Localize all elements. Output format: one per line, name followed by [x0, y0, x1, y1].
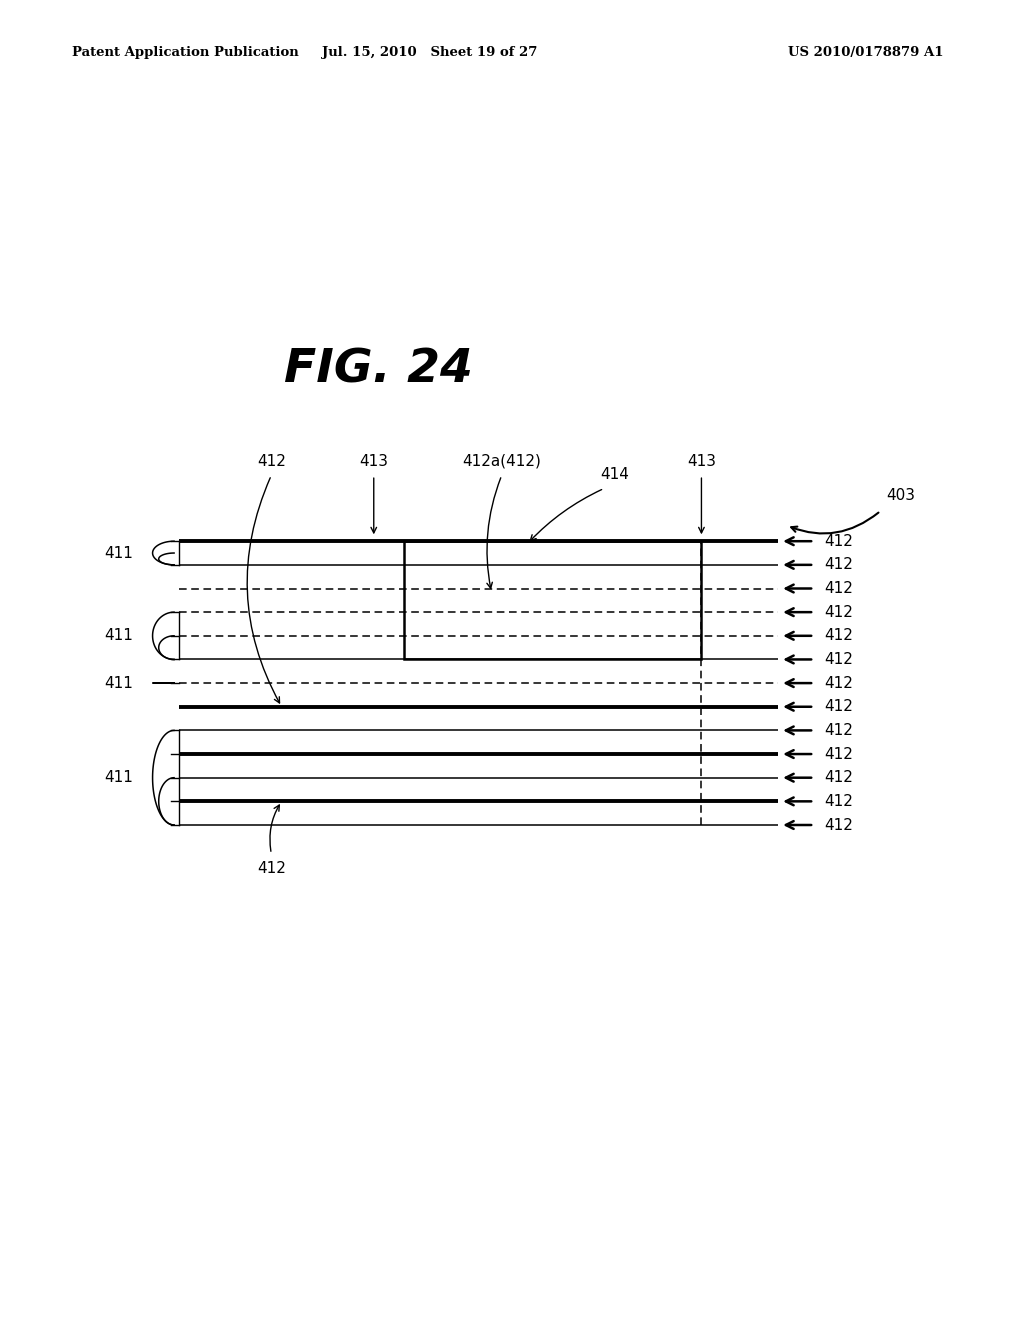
- Text: 412: 412: [824, 557, 853, 573]
- Text: 411: 411: [104, 770, 133, 785]
- Text: 414: 414: [600, 467, 629, 482]
- Text: 412: 412: [824, 533, 853, 549]
- Text: 413: 413: [359, 454, 388, 469]
- Text: 411: 411: [104, 676, 133, 690]
- Text: 413: 413: [687, 454, 716, 469]
- Text: 411: 411: [104, 545, 133, 561]
- Bar: [404, 541, 701, 660]
- Text: 412: 412: [824, 723, 853, 738]
- Text: 412: 412: [824, 628, 853, 643]
- Text: 403: 403: [886, 487, 914, 503]
- Text: 412: 412: [824, 581, 853, 597]
- Text: Patent Application Publication: Patent Application Publication: [72, 46, 298, 59]
- Text: 412: 412: [824, 700, 853, 714]
- Text: 412: 412: [257, 861, 286, 875]
- Text: 412: 412: [824, 747, 853, 762]
- Text: 412: 412: [824, 652, 853, 667]
- Text: FIG. 24: FIG. 24: [285, 347, 473, 392]
- Text: 412: 412: [824, 817, 853, 833]
- Text: 412a(412): 412a(412): [462, 454, 542, 469]
- Text: US 2010/0178879 A1: US 2010/0178879 A1: [788, 46, 944, 59]
- Text: 412: 412: [824, 770, 853, 785]
- Text: Jul. 15, 2010   Sheet 19 of 27: Jul. 15, 2010 Sheet 19 of 27: [323, 46, 538, 59]
- Text: 412: 412: [824, 793, 853, 809]
- Text: 412: 412: [824, 676, 853, 690]
- Text: 412: 412: [257, 454, 286, 469]
- Text: 412: 412: [824, 605, 853, 619]
- Text: 411: 411: [104, 628, 133, 643]
